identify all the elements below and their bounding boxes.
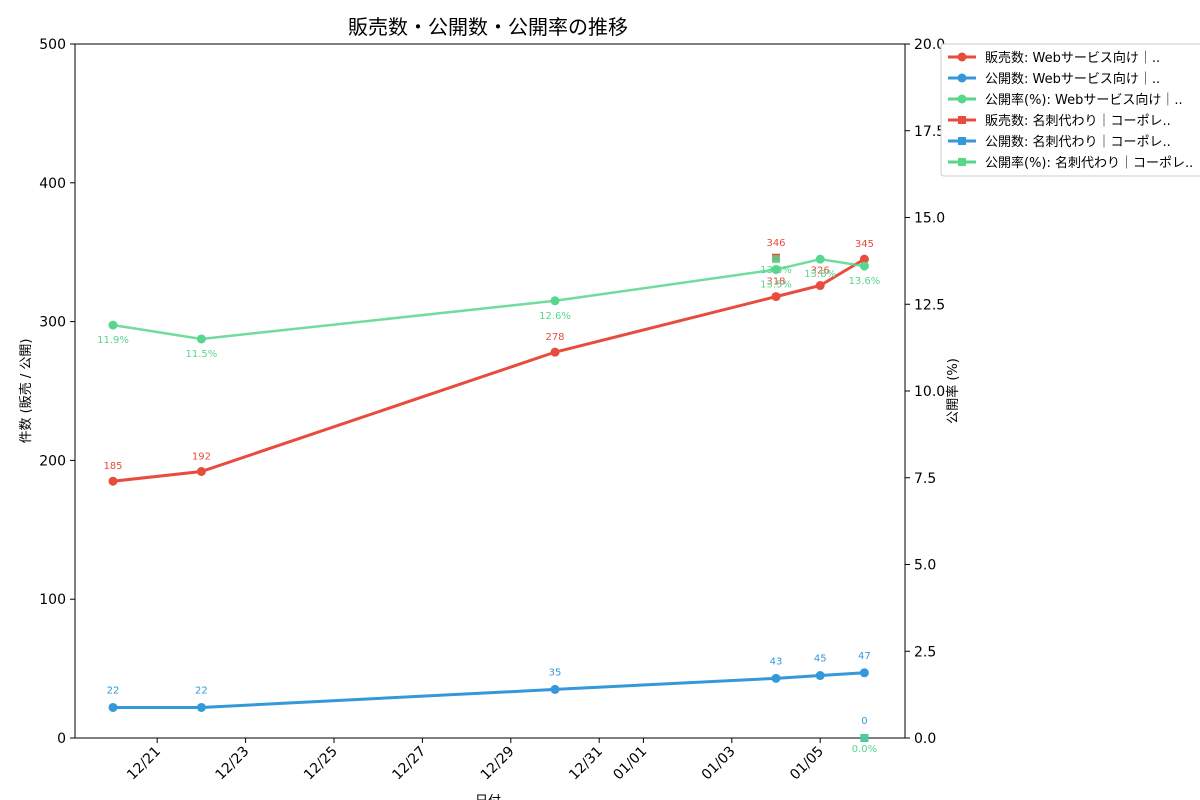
legend-entry-label: 公開数: Webサービス向け｜.. [985,71,1160,87]
x-axis-label: 日付 [475,794,501,800]
data-label: 11.5% [186,349,218,360]
y-tick-label: 500 [39,37,66,53]
y2-tick-label: 15.0 [914,211,945,227]
data-point [196,334,206,344]
y-tick-label: 200 [39,453,66,469]
y-tick-label: 0 [57,731,66,747]
data-label: 278 [545,332,564,343]
data-point [550,347,560,357]
y-tick-label: 300 [39,315,66,331]
data-point [772,255,780,264]
x-tick-label: 12/29 [478,744,518,784]
data-label: 11.9% [97,335,129,346]
x-tick-label: 01/01 [610,744,650,784]
data-label: 13.8% [804,269,836,280]
data-point [108,476,118,486]
y2-tick-label: 20.0 [914,37,945,53]
series-line [113,671,865,709]
data-point [815,281,825,291]
data-point [815,671,825,681]
y2-tick-label: 17.5 [914,124,945,140]
x-tick-label: 01/03 [699,744,739,784]
data-label: 22 [195,685,208,696]
data-label: 43 [770,656,783,667]
data-label: 0.0% [852,744,877,755]
legend-box [940,43,1200,177]
data-point [550,296,560,306]
data-point [108,702,118,712]
legend: 販売数: Webサービス向け｜.. 公開数: Webサービス向け｜.. 公開率(%)… [940,43,1200,177]
data-label: 318 [766,277,785,288]
plot-frame [74,43,906,739]
legend-entry-label: 公開率(%): Webサービス向け｜.. [985,92,1183,108]
data-point [771,292,781,302]
legend-entry-label: 公開数: 名刺代わり｜コーポレ.. [985,134,1171,150]
data-label: 22 [107,685,120,696]
y-tick-label: 100 [39,592,66,608]
data-point [196,702,206,712]
x-tick-label: 12/21 [124,744,164,784]
y2-tick-label: 0.0 [914,731,936,747]
data-point [196,467,206,477]
data-point [771,673,781,683]
data-point [815,254,825,264]
data-label: 13.5% [760,280,792,291]
plot-area: 0 100 200 300 400 500 0.0 2.5 5.0 7.5 10.0 12.5 15.0… [39,37,945,783]
data-label: 326 [811,266,830,277]
y2-tick-label: 10.0 [914,384,945,400]
legend-entry-label: 販売数: 名刺代わり｜コーポレ.. [985,113,1171,129]
series-line [112,257,866,483]
data-label: 0 [861,716,867,727]
data-point [859,261,869,271]
legend-marker [957,94,967,104]
x-tick-label: 12/23 [213,744,253,784]
y2-tick-label: 2.5 [914,644,936,660]
data-point [859,254,869,264]
data-point [108,320,118,330]
y2-tick-label: 12.5 [914,297,945,313]
x-tick-label: 12/25 [301,744,341,784]
data-label: 13.6% [849,276,881,287]
data-label: 192 [192,452,211,463]
data-label: 47 [858,651,871,662]
y2-axis-label: 公開率 (%) [945,358,961,424]
data-point [860,734,869,742]
legend-marker [958,116,966,124]
data-label: 13.8% [760,265,792,276]
x-tick-label: 12/27 [389,744,429,784]
data-label: 346 [766,238,785,249]
legend-marker [958,137,966,145]
data-point [859,668,869,678]
x-tick-label: 12/31 [566,744,606,784]
legend-entry-label: 公開率(%): 名刺代わり｜コーポレ.. [985,155,1193,171]
series-line [112,257,865,341]
data-point [771,265,781,275]
legend-entry-label: 販売数: Webサービス向け｜.. [985,50,1160,66]
y-tick-label: 400 [39,176,66,192]
data-point [550,684,560,694]
data-label: 45 [814,654,827,665]
legend-marker [957,73,967,83]
chart-title: 販売数・公開数・公開率の推移 [348,15,628,39]
y2-tick-label: 7.5 [914,471,936,487]
y2-tick-label: 5.0 [914,558,936,574]
data-label: 185 [103,461,122,472]
legend-marker [957,52,967,62]
data-label: 12.6% [539,311,571,322]
data-label: 35 [549,667,562,678]
y-axis-label: 件数 (販売 / 公開) [18,339,34,444]
x-tick-label: 01/05 [787,744,827,784]
legend-marker [958,158,966,166]
data-label: 345 [855,239,874,250]
